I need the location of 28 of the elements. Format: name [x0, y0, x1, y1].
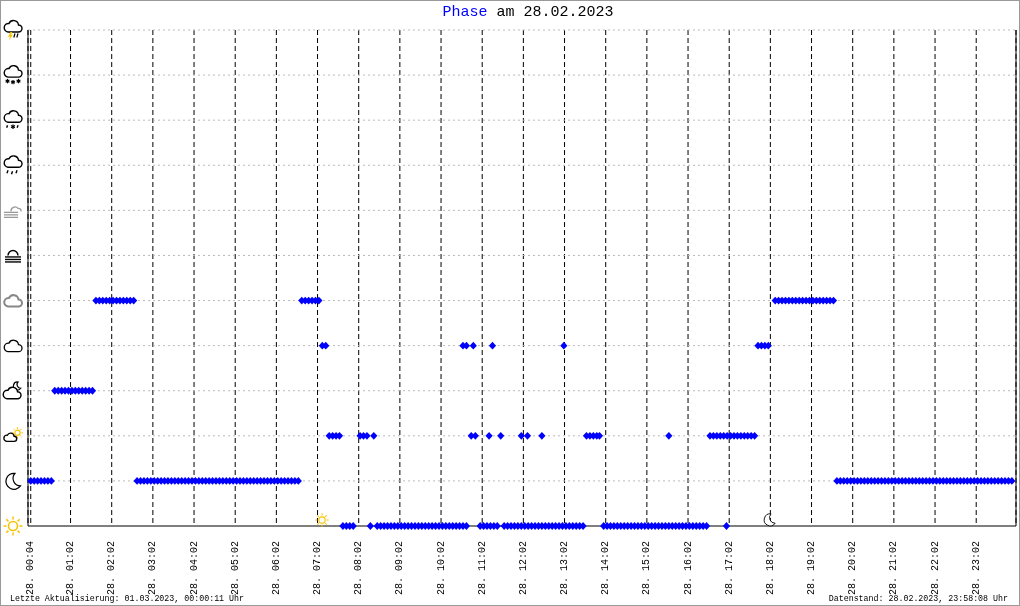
x-tick-label: 28. 05:02 — [229, 541, 241, 596]
x-tick-label: 28. 23:02 — [970, 541, 982, 596]
x-tick-label: 28. 02:02 — [106, 541, 118, 596]
x-tick-label: 28. 19:02 — [806, 541, 818, 596]
x-tick-label: 28. 15:02 — [641, 541, 653, 596]
x-tick-label: 28. 00:04 — [25, 541, 37, 596]
x-tick-label: 28. 06:02 — [270, 541, 282, 596]
x-tick-label: 28. 01:02 — [65, 541, 77, 596]
x-tick-label: 28. 04:02 — [188, 541, 200, 596]
x-tick-label: 28. 11:02 — [476, 541, 488, 596]
chart-title: am 28.02.2023 — [496, 4, 614, 21]
x-tick-label: 28. 09:02 — [394, 541, 406, 596]
x-tick-label: 28. 17:02 — [723, 541, 735, 596]
x-tick-label: 28. 13:02 — [559, 541, 571, 596]
x-tick-label: 28. 16:02 — [682, 541, 694, 596]
x-tick-label: 28. 18:02 — [764, 541, 776, 596]
x-tick-label: 28. 03:02 — [147, 541, 159, 596]
x-tick-label: 28. 22:02 — [929, 541, 941, 596]
x-tick-label: 28. 10:02 — [435, 541, 447, 596]
x-tick-label: 28. 21:02 — [888, 541, 900, 596]
text: Letzte Aktualisierung: 01.03.2023, 00:00:11 Uhr — [10, 594, 245, 604]
x-tick-label: 28. 14:02 — [600, 541, 612, 596]
x-tick-label: 28. 12:02 — [517, 541, 529, 596]
x-tick-label: 28. 08:02 — [353, 541, 365, 596]
text: Datenstand: 28.02.2023, 23:58:08 Uhr — [828, 594, 1008, 604]
text: Phase — [442, 4, 488, 21]
x-tick-label: 28. 20:02 — [847, 541, 859, 596]
x-tick-label: 28. 07:02 — [312, 541, 324, 596]
